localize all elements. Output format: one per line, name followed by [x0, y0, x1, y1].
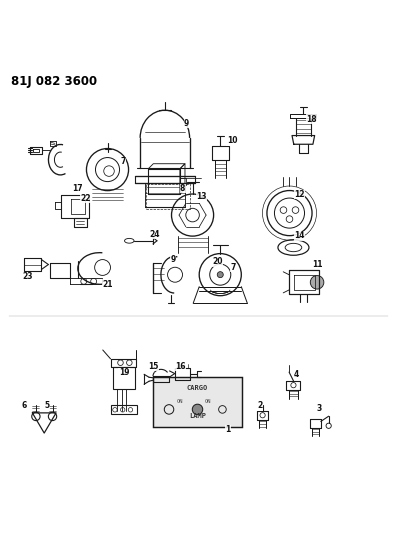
Text: 3: 3	[316, 403, 322, 413]
Text: 18: 18	[306, 115, 316, 124]
Text: LAMP: LAMP	[189, 413, 206, 419]
Text: 22: 22	[81, 194, 91, 203]
Text: 5: 5	[45, 401, 50, 410]
Text: 7: 7	[231, 263, 236, 272]
Circle shape	[192, 404, 203, 415]
Text: 20: 20	[212, 257, 223, 266]
Bar	[113, 367, 135, 389]
Text: 21: 21	[102, 280, 113, 289]
Text: 14: 14	[294, 231, 304, 240]
Text: 7: 7	[121, 157, 126, 166]
Text: 81J 082 3600: 81J 082 3600	[11, 75, 97, 88]
Text: 19: 19	[119, 368, 129, 377]
Text: 2: 2	[257, 401, 262, 410]
Text: 9: 9	[170, 255, 175, 264]
Text: 17: 17	[73, 184, 83, 192]
Bar	[180, 177, 186, 185]
Text: 13: 13	[197, 191, 207, 200]
Text: ON: ON	[205, 399, 212, 403]
Text: 15: 15	[148, 362, 159, 370]
Text: ON: ON	[176, 399, 183, 403]
Text: 6: 6	[21, 401, 26, 410]
Text: 16: 16	[175, 362, 186, 370]
Circle shape	[310, 276, 324, 289]
Bar	[110, 406, 137, 414]
Text: 11: 11	[312, 260, 322, 269]
Text: 10: 10	[227, 136, 237, 145]
Text: 8: 8	[180, 184, 185, 193]
Text: 24: 24	[150, 230, 160, 239]
Text: 12: 12	[294, 190, 304, 199]
Text: 9: 9	[184, 119, 189, 128]
Bar	[146, 184, 190, 209]
Circle shape	[217, 272, 223, 278]
Text: 1: 1	[225, 425, 231, 434]
Bar	[153, 377, 242, 427]
Text: 4: 4	[294, 369, 299, 378]
Text: 23: 23	[22, 272, 33, 281]
Text: CARGO: CARGO	[187, 385, 208, 391]
